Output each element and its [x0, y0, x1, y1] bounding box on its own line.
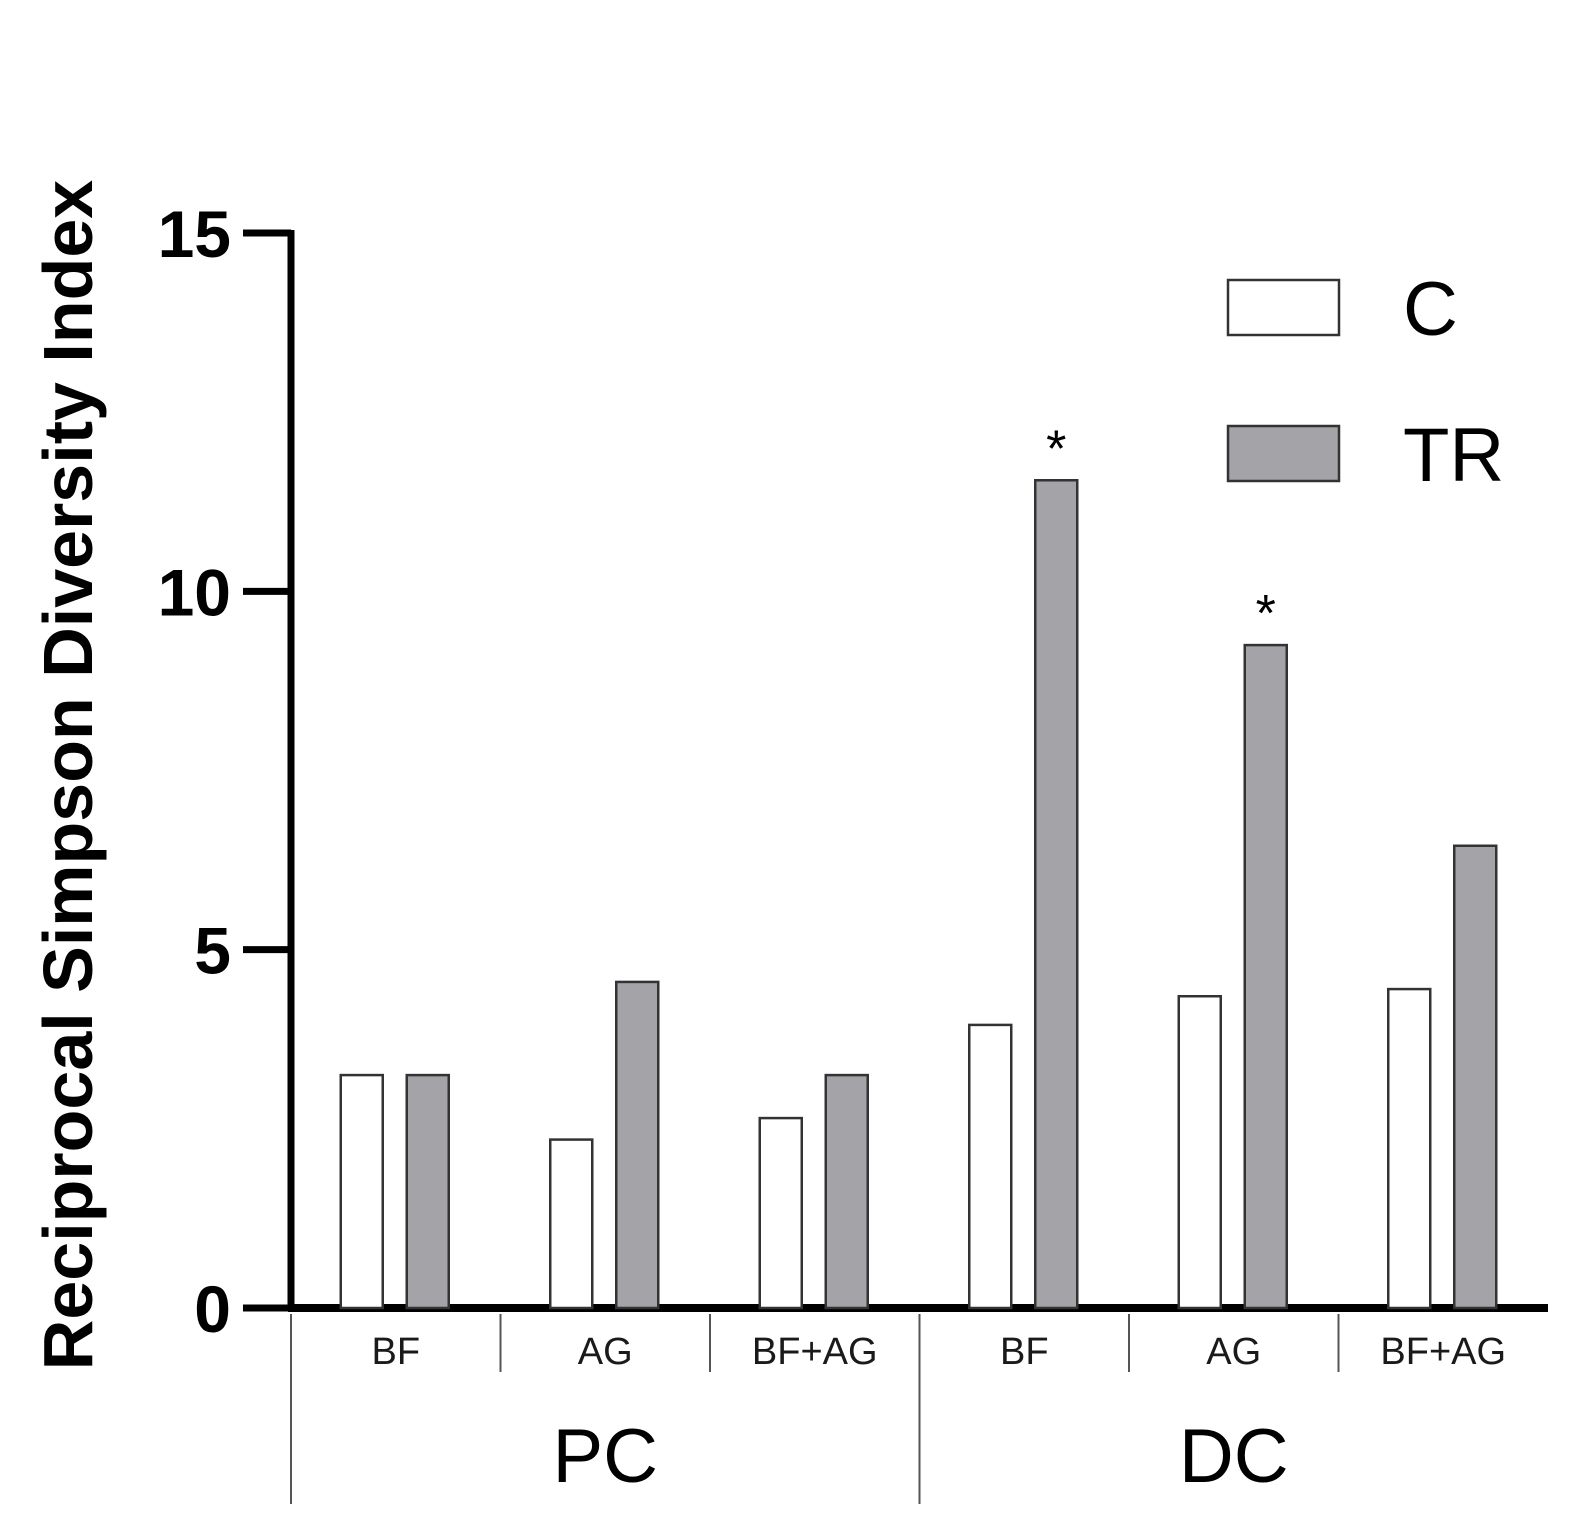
- y-axis-title: Reciprocal Simpson Diversity Index: [29, 180, 107, 1370]
- x-tick-label: BF: [1000, 1331, 1049, 1373]
- legend-label-tr: TR: [1403, 413, 1504, 498]
- x-tick-label: AG: [1206, 1331, 1261, 1373]
- bar-c-2: [758, 1116, 803, 1310]
- x-tick-label: BF+AG: [1380, 1331, 1506, 1373]
- bar-tr-4: [1243, 643, 1288, 1310]
- y-tick-label: 0: [194, 1272, 231, 1346]
- y-tick-label: 5: [194, 914, 231, 988]
- x-tick-label: AG: [578, 1331, 633, 1373]
- axes: 0 5 10 15 Reciprocal Simpson Diversity Index: [29, 180, 1548, 1504]
- bar-c-3: [968, 1023, 1013, 1310]
- legend: C TR: [1226, 267, 1504, 498]
- x-tick-label: BF: [371, 1331, 420, 1373]
- bar-c-1: [549, 1138, 594, 1310]
- legend-swatch-c: [1226, 278, 1341, 337]
- y-tick-label: 15: [158, 197, 231, 271]
- group-label: DC: [1179, 1414, 1289, 1499]
- bar-tr-0: [405, 1073, 450, 1310]
- bar-tr-5: [1453, 844, 1498, 1310]
- bar-tr-3: [1034, 479, 1079, 1310]
- bar-tr-2: [824, 1073, 869, 1310]
- bars: [339, 479, 1498, 1310]
- y-tick-label: 10: [158, 555, 231, 629]
- legend-label-c: C: [1403, 267, 1458, 352]
- bar-c-5: [1387, 987, 1432, 1310]
- legend-swatch-tr: [1226, 424, 1341, 483]
- group-label: PC: [552, 1414, 658, 1499]
- x-tick-label: BF+AG: [752, 1331, 878, 1373]
- bar-tr-1: [615, 980, 660, 1310]
- significance-marker: *: [1256, 585, 1276, 643]
- bar-c-0: [339, 1073, 384, 1310]
- bar-c-4: [1177, 995, 1222, 1310]
- labels: * * BF AG BF+AG BF AG BF+AG PC DC: [371, 420, 1506, 1499]
- significance-marker: *: [1046, 420, 1066, 478]
